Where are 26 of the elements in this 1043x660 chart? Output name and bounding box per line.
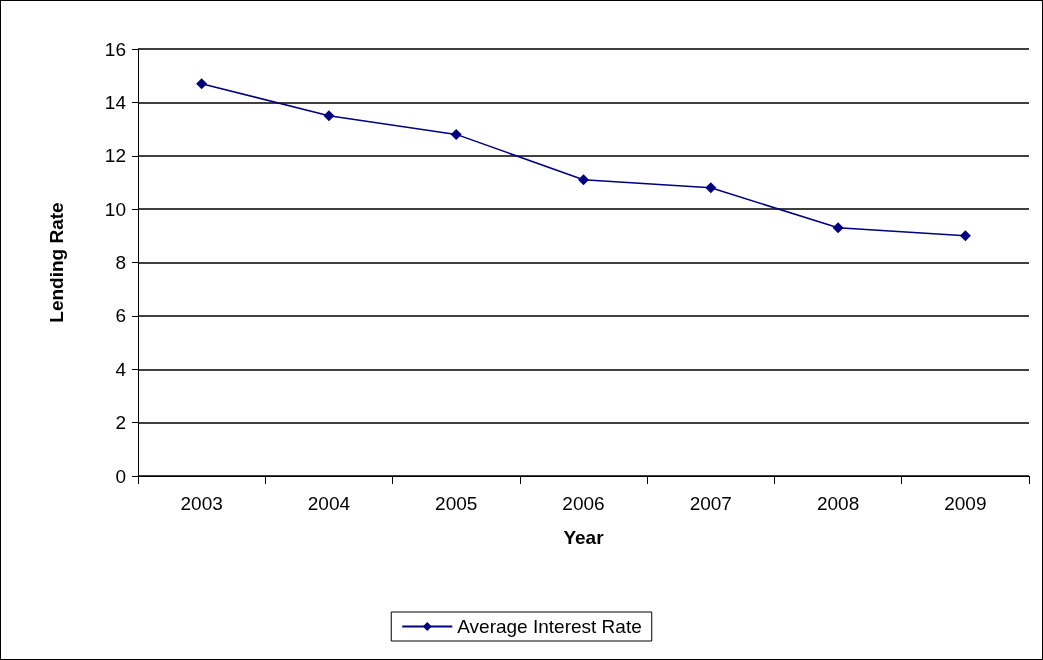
- point: [705, 182, 717, 194]
- y-tick-label: 6: [115, 305, 126, 327]
- y-tick-label: 12: [104, 145, 126, 167]
- point: [959, 230, 971, 242]
- x-tick-label: 2004: [307, 493, 351, 514]
- x-tick-label: 2008: [816, 493, 860, 514]
- y-axis-title: Lending Rate: [46, 202, 67, 323]
- y-tick-label: 10: [104, 198, 126, 220]
- x-tick-label: 2003: [180, 493, 223, 514]
- x-tick-label: 2005: [435, 493, 478, 514]
- x-tick-label: 2006: [562, 493, 605, 514]
- y-tick-label: 16: [104, 38, 126, 60]
- y-tick-label: 2: [115, 412, 126, 434]
- legend-label: Average Interest Rate: [457, 616, 642, 637]
- point: [832, 222, 844, 234]
- x-axis-title: Year: [563, 527, 605, 548]
- point: [323, 110, 335, 122]
- x-tick-label: 2007: [689, 493, 732, 514]
- y-tick-label: 14: [104, 91, 127, 113]
- point: [578, 174, 589, 186]
- y-tick-label: 8: [115, 252, 126, 273]
- point: [450, 128, 462, 140]
- y-tick-label: 0: [115, 465, 126, 487]
- y-tick-label: 4: [115, 358, 127, 380]
- x-tick-label: 2009: [944, 493, 987, 514]
- point: [196, 78, 208, 90]
